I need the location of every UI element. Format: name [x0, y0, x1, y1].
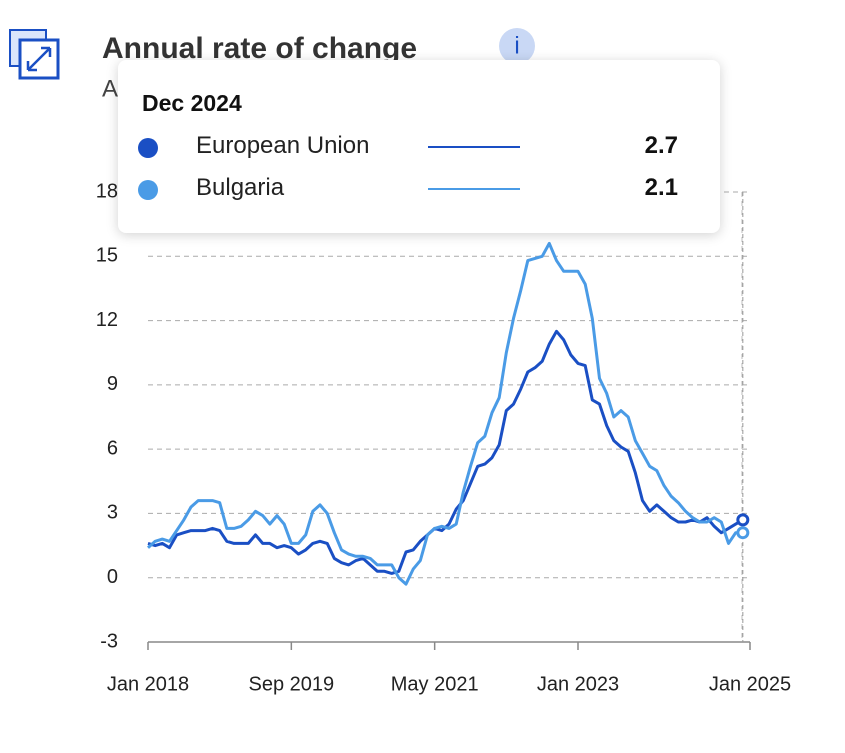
chart-subtitle: A: [102, 75, 118, 102]
y-tick-label: 9: [107, 373, 118, 395]
tooltip: Dec 2024 European Union 2.7 Bulgaria 2.1: [118, 60, 720, 233]
info-icon[interactable]: [499, 28, 535, 64]
y-tick-label: 18: [96, 180, 118, 202]
icon-arrow: [26, 46, 52, 72]
y-tick-label: 15: [96, 245, 118, 267]
hover-marker: [736, 526, 750, 540]
x-tick-label: Jan 2023: [537, 673, 619, 695]
legend-label: Bulgaria: [196, 174, 285, 201]
info-letter: i: [514, 32, 519, 59]
x-tick-label: Sep 2019: [249, 673, 335, 695]
y-tick-label: 12: [96, 309, 118, 331]
tooltip-row: Bulgaria 2.1: [138, 174, 698, 204]
legend-dot: [138, 138, 158, 158]
y-tick-label: 6: [107, 437, 118, 459]
legend-line: [428, 188, 520, 190]
expand-icon[interactable]: [9, 29, 60, 80]
chart-title: Annual rate of change: [102, 32, 417, 65]
tooltip-date: Dec 2024: [142, 90, 242, 116]
legend-dot: [138, 180, 158, 200]
tooltip-value: 2.1: [644, 174, 678, 201]
series-line: [147, 241, 743, 586]
tooltip-row: European Union 2.7: [138, 132, 698, 162]
series-line: [147, 329, 744, 575]
tooltip-value: 2.7: [644, 132, 678, 159]
y-tick-label: 3: [107, 502, 118, 524]
x-tick-label: May 2021: [391, 673, 479, 695]
x-tick-label: Jan 2018: [107, 673, 189, 695]
y-tick-label: 0: [107, 566, 118, 588]
legend-label: European Union: [196, 132, 370, 159]
y-tick-label: -3: [100, 630, 118, 652]
hover-marker: [736, 513, 750, 527]
x-tick-label: Jan 2025: [709, 673, 791, 695]
legend-line: [428, 146, 520, 148]
